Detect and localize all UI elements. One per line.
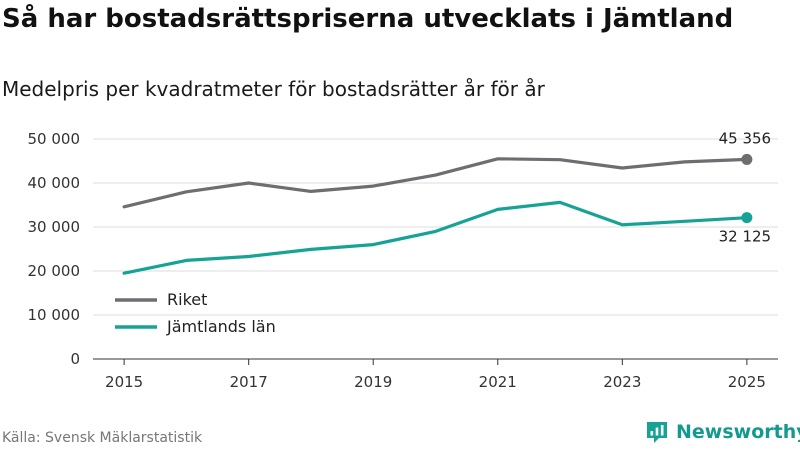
chart-subtitle: Medelpris per kvadratmeter för bostadsrä…	[2, 77, 545, 101]
y-tick-label: 30 000	[28, 218, 81, 236]
series-line-2	[122, 200, 749, 275]
chart-title: Så har bostadsrättspriserna utvecklats i…	[2, 4, 734, 34]
series-end-point-2	[741, 212, 753, 224]
x-tick-label: 2023	[603, 373, 641, 391]
series-end-point-1	[741, 153, 753, 165]
y-tick-label: 20 000	[28, 262, 81, 280]
brand-name: Newsworthy	[676, 421, 800, 443]
y-tick-label: 0	[70, 350, 80, 368]
line-chart: 0 10 000 20 000 30 000 40 000 50 000 2015 2017 2…	[28, 129, 778, 391]
x-tick-label: 2017	[230, 373, 268, 391]
legend-label-1: Riket	[167, 290, 207, 309]
source-note: Källa: Svensk Mäklarstatistik	[2, 430, 203, 446]
y-tick-label: 50 000	[28, 130, 81, 148]
brand-logo[interactable]: Newsworthy	[645, 420, 800, 444]
legend-label-2: Jämtlands län	[166, 317, 276, 336]
series-end-label-2: 32 125	[719, 228, 772, 246]
x-tick-label: 2015	[105, 373, 143, 391]
y-tick-label: 40 000	[28, 174, 81, 192]
series-line-1	[122, 157, 749, 209]
y-tick-label: 10 000	[28, 306, 81, 324]
x-tick-label: 2019	[354, 373, 392, 391]
series-end-label-1: 45 356	[719, 129, 772, 147]
x-tick-label: 2021	[479, 373, 517, 391]
x-tick-label: 2025	[728, 373, 766, 391]
newsworthy-logo-icon	[647, 422, 667, 443]
